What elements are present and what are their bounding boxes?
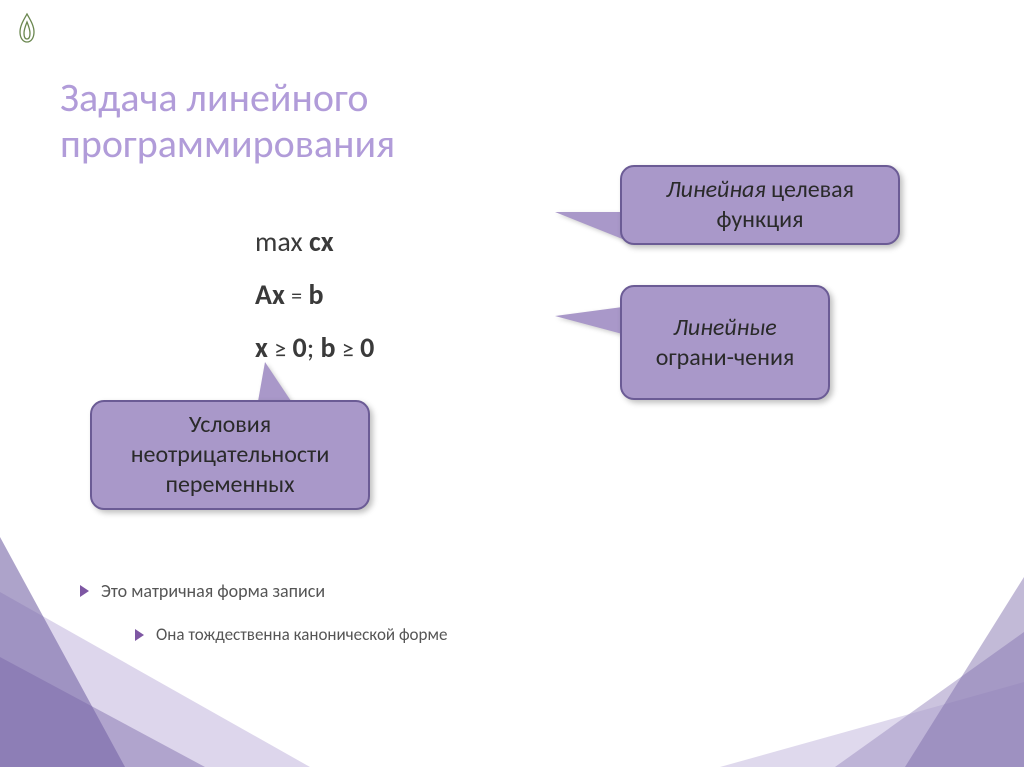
bullet-item-1: Это матричная форма записи [80, 580, 447, 602]
bullet-list: Это матричная форма записи Она тождестве… [80, 580, 447, 645]
logo-flame-icon [14, 12, 40, 44]
arrow-bullet-icon [80, 585, 89, 597]
callout-tail-objective [555, 212, 630, 242]
bullet-item-2: Она тождественна канонической форме [135, 624, 447, 645]
formula-constraint: Ax = b [255, 268, 374, 321]
callout-tail-constraint [555, 306, 630, 336]
decorative-triangles [0, 537, 1024, 767]
title-line2: программирования [60, 119, 395, 168]
arrow-bullet-icon [135, 629, 144, 641]
callout-nonneg: Условия неотрицательности переменных [90, 400, 370, 510]
formula-block: max cx Ax = b x ≥ 0; b ≥ 0 [255, 215, 374, 375]
slide-title: Задача линейного программирования [60, 75, 395, 167]
formula-objective: max cx [255, 215, 374, 268]
title-line1: Задача линейного [60, 73, 368, 122]
callout-constraints: Линейные ограни-чения [620, 285, 830, 400]
callout-objective: Линейная целевая функция [620, 165, 900, 245]
